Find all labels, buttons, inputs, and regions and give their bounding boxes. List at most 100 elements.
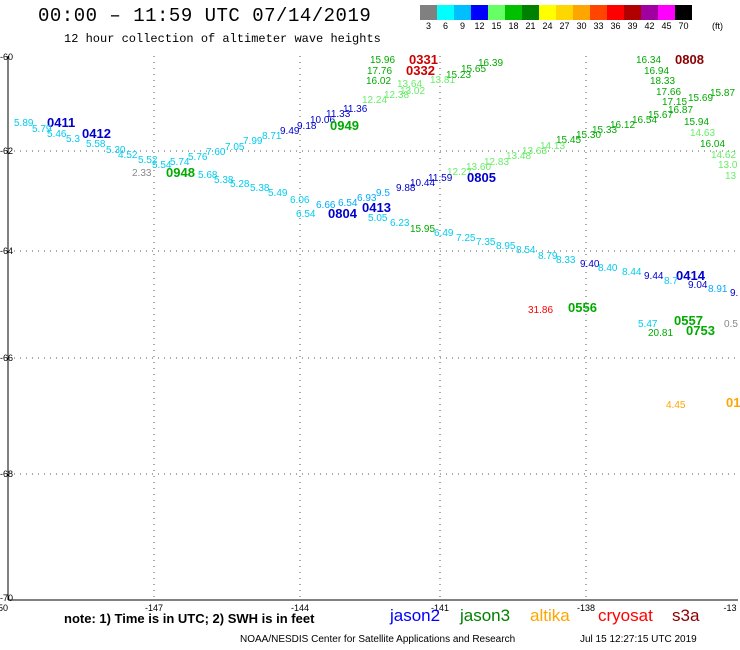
wave-height-label: 11.36 (343, 104, 368, 115)
note-text: note: 1) Time is in UTC; 2) SWH is in fe… (64, 611, 315, 626)
wave-height-label: 17.66 (656, 87, 681, 98)
wave-height-label: 9.40 (580, 259, 600, 270)
wave-height-label: 12.38 (384, 90, 409, 101)
credit-date: Jul 15 12:27:15 UTC 2019 (580, 634, 697, 645)
legend-swatch (522, 5, 539, 20)
wave-height-label: 14.63 (690, 128, 715, 139)
wave-height-label: 16.12 (610, 120, 635, 131)
wave-height-label: 5.76 (188, 152, 208, 163)
legend-swatch (505, 5, 522, 20)
y-tick-label: -64 (0, 246, 13, 256)
legend-swatch (607, 5, 624, 20)
legend-swatch (539, 5, 556, 20)
pass-time-label: 0948 (166, 165, 195, 180)
wave-height-label: 6.93 (357, 193, 377, 204)
wave-height-label: 7.05 (225, 142, 245, 153)
wave-height-label: 16.39 (478, 58, 503, 69)
legend-label: 30 (576, 21, 587, 31)
wave-height-label: 8.79 (538, 251, 558, 262)
legend-label: 45 (661, 21, 672, 31)
y-tick-label: -60 (0, 52, 13, 62)
legend-swatch (454, 5, 471, 20)
wave-height-label: 5.46 (47, 129, 67, 140)
pass-time-label: 0414 (676, 268, 706, 283)
legend-swatch (437, 5, 454, 20)
wave-height-label: 9.88 (396, 183, 416, 194)
legend-label: 42 (644, 21, 655, 31)
wave-height-label: 13.60 (466, 162, 491, 173)
legend-swatch (624, 5, 641, 20)
pass-time-label: 0804 (328, 206, 358, 221)
wave-height-label: 13.48 (506, 151, 531, 162)
legend-swatch (573, 5, 590, 20)
legend-label: 9 (459, 21, 465, 31)
wave-height-label: 14.62 (711, 150, 736, 161)
legend-label: 33 (593, 21, 604, 31)
wave-height-label: 8.71 (262, 131, 282, 142)
wave-height-label: 5.52 (138, 155, 158, 166)
wave-height-label: 11.59 (428, 173, 453, 184)
wave-height-label: 12.27 (447, 167, 472, 178)
color-scale-legend (420, 5, 692, 20)
wave-height-label: 13.63 (522, 146, 547, 157)
wave-height-label: 15.65 (461, 64, 486, 75)
legend-swatch (658, 5, 675, 20)
wave-height-label: 16.94 (644, 66, 669, 77)
wave-height-label: 16.87 (668, 105, 693, 116)
pass-time-label: 0557 (674, 313, 703, 328)
legend-swatch (556, 5, 573, 20)
x-tick-label: -144 (291, 603, 309, 613)
wave-height-label: 14.13 (540, 141, 565, 152)
wave-height-label: 15.96 (370, 55, 395, 66)
legend-swatch (590, 5, 607, 20)
satellite-label-jason3: jason3 (460, 606, 511, 625)
wave-height-label: 17.76 (367, 66, 392, 77)
y-tick-label: -68 (0, 469, 13, 479)
wave-height-label: 6.06 (290, 195, 310, 206)
y-tick-label: -62 (0, 146, 13, 156)
wave-height-label: 5.58 (86, 139, 106, 150)
wave-height-label: 16.04 (700, 139, 725, 150)
wave-height-label: 7.25 (456, 233, 476, 244)
legend-label: 24 (542, 21, 553, 31)
legend-label: 39 (627, 21, 638, 31)
wave-height-label: 5.89 (14, 118, 34, 129)
pass-time-label: 0753 (686, 323, 715, 338)
map-title: 00:00 – 11:59 UTC 07/14/2019 (38, 5, 372, 27)
legend-label: 12 (474, 21, 485, 31)
wave-height-label: 7.99 (243, 136, 263, 147)
wave-height-label: 9.04 (688, 280, 708, 291)
wave-height-label: 15.69 (688, 93, 713, 104)
wave-height-label: 17.15 (662, 97, 687, 108)
wave-height-label: 5.05 (368, 213, 388, 224)
x-tick-label: -147 (145, 603, 163, 613)
wave-height-label: 13.0 (718, 160, 738, 171)
wave-height-label: 0.5 (724, 319, 738, 330)
wave-height-label: 13.02 (400, 86, 425, 97)
wave-height-label: 5.79 (32, 124, 52, 135)
x-tick-label: -150 (0, 603, 8, 613)
wave-height-label: 8.40 (598, 263, 618, 274)
pass-time-label: 0805 (467, 170, 496, 185)
pass-time-label: 01 (726, 395, 740, 410)
wave-height-label: 6.49 (434, 228, 454, 239)
legend-swatch (420, 5, 437, 20)
wave-height-label: 5.28 (230, 179, 250, 190)
wave-height-label: 6.54 (338, 198, 358, 209)
wave-height-label: 10.06 (310, 115, 335, 126)
wave-height-label: 15.95 (410, 224, 435, 235)
wave-height-label: 10.44 (410, 178, 435, 189)
legend-label: 70 (678, 21, 689, 31)
wave-height-label: 9.49 (280, 126, 300, 137)
wave-height-label: 15.67 (648, 110, 673, 121)
wave-height-label: 5.47 (638, 319, 658, 330)
wave-height-label: 16.34 (636, 55, 661, 66)
pass-time-label: 0331 (409, 52, 438, 67)
wave-height-label: 5.68 (198, 170, 218, 181)
wave-height-label: 31.86 (528, 305, 553, 316)
pass-time-label: 0412 (82, 126, 111, 141)
wave-height-label: 7.60 (206, 147, 226, 158)
satellite-label-altika: altika (530, 606, 570, 625)
wave-height-label: 15.94 (684, 117, 709, 128)
